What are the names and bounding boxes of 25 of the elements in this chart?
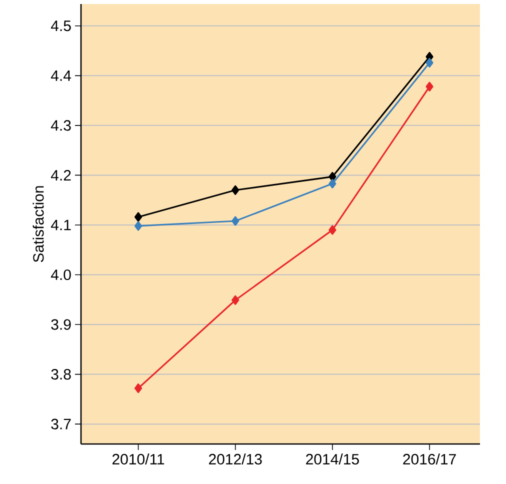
y-tick-label: 4.2: [50, 170, 71, 180]
x-tick-label: 2010/11: [112, 454, 164, 465]
point: [134, 212, 142, 222]
point: [232, 216, 240, 226]
y-tick-label: 3.8: [51, 368, 71, 380]
point: [426, 58, 434, 68]
x-tick-label: 2016/17: [403, 454, 456, 465]
point: [134, 221, 142, 231]
point: [328, 225, 336, 235]
y-tick-label: 4.3: [50, 120, 71, 131]
y-axis-title: Satisfaction: [32, 186, 44, 262]
point: [328, 178, 336, 188]
y-tick-label: 4.4: [50, 70, 72, 81]
y-tick-label: 4.0: [50, 269, 71, 280]
point: [426, 82, 434, 92]
point: [328, 172, 336, 182]
x-tick-label: 2012/13: [209, 454, 262, 465]
y-tick-label: 4.1: [50, 220, 71, 230]
y-tick-label: 4.5: [50, 20, 71, 32]
y-tick-label: 3.7: [51, 418, 71, 430]
x-tick-label: 2014/15: [306, 454, 359, 465]
point: [232, 295, 240, 305]
point: [232, 185, 240, 195]
y-tick-label: 3.9: [51, 319, 71, 330]
point: [134, 383, 142, 394]
